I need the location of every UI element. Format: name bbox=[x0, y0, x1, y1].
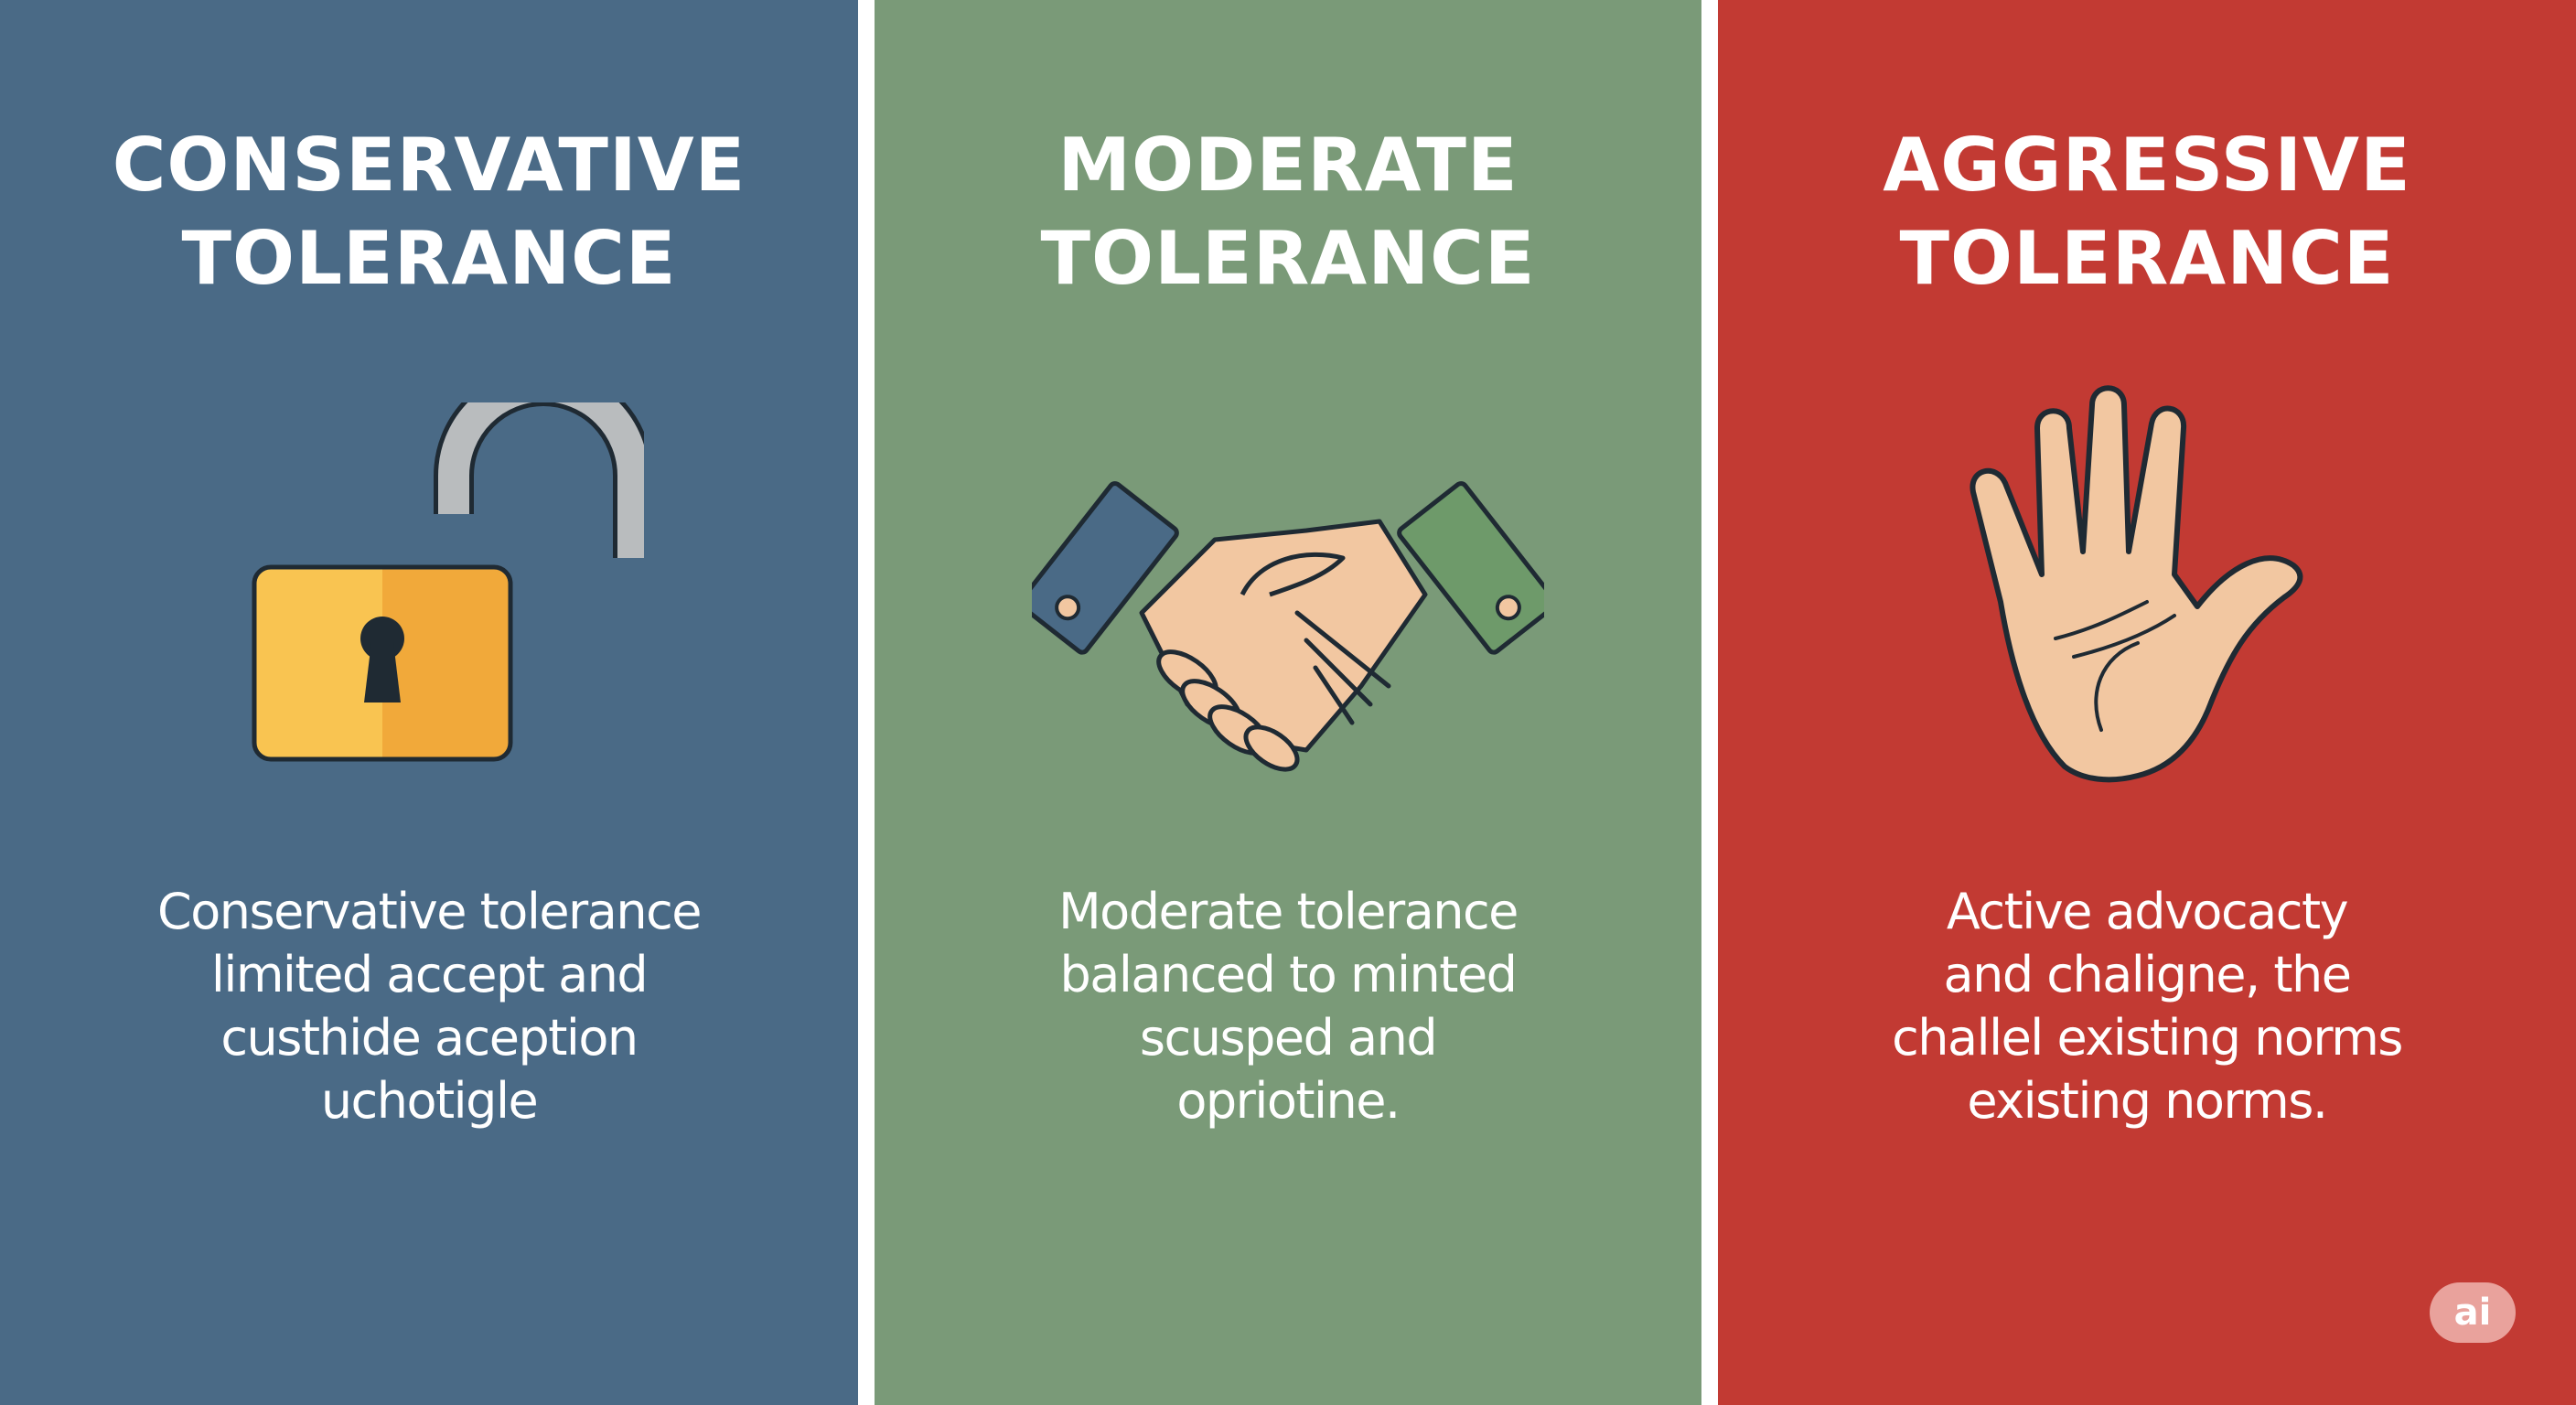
title-line: TOLERANCE bbox=[1899, 216, 2395, 301]
description-line: scusped and bbox=[1139, 1009, 1438, 1067]
open-palm-icon bbox=[1718, 382, 2576, 785]
description-line: challel existing norms bbox=[1892, 1009, 2403, 1067]
description-line: Conservative tolerance bbox=[157, 883, 702, 940]
panel-description-moderate: Moderate tolerance balanced to minted sc… bbox=[875, 880, 1701, 1132]
description-line: existing norms. bbox=[1967, 1072, 2328, 1130]
description-line: custhide aception bbox=[220, 1009, 639, 1067]
panel-description-conservative: Conservative tolerance limited accept an… bbox=[0, 880, 858, 1132]
description-line: opriotine. bbox=[1176, 1072, 1401, 1130]
description-line: uchotigle bbox=[320, 1072, 539, 1130]
panel-aggressive: AGGRESSIVE TOLERANCE Active advocacty an… bbox=[1718, 0, 2576, 1405]
description-line: Moderate tolerance bbox=[1058, 883, 1519, 940]
panel-title-conservative: CONSERVATIVE TOLERANCE bbox=[0, 119, 858, 306]
handshake-icon bbox=[875, 457, 1701, 787]
panel-moderate: MODERATE TOLERANCE bbox=[875, 0, 1701, 1405]
description-line: Active advocacty bbox=[1946, 883, 2349, 940]
description-line: limited accept and bbox=[210, 946, 649, 1003]
description-line: and chaligne, the bbox=[1943, 946, 2352, 1003]
unlocked-padlock-icon bbox=[0, 402, 858, 768]
panel-title-aggressive: AGGRESSIVE TOLERANCE bbox=[1718, 119, 2576, 306]
ai-watermark-badge: ai bbox=[2430, 1282, 2516, 1343]
title-line: AGGRESSIVE bbox=[1883, 123, 2411, 208]
title-line: TOLERANCE bbox=[181, 216, 677, 301]
title-line: MODERATE bbox=[1057, 123, 1519, 208]
panel-conservative: CONSERVATIVE TOLERANCE bbox=[0, 0, 858, 1405]
description-line: balanced to minted bbox=[1059, 946, 1518, 1003]
panel-description-aggressive: Active advocacty and chaligne, the chall… bbox=[1718, 880, 2576, 1132]
title-line: CONSERVATIVE bbox=[112, 123, 746, 208]
panel-title-moderate: MODERATE TOLERANCE bbox=[875, 119, 1701, 306]
title-line: TOLERANCE bbox=[1040, 216, 1536, 301]
